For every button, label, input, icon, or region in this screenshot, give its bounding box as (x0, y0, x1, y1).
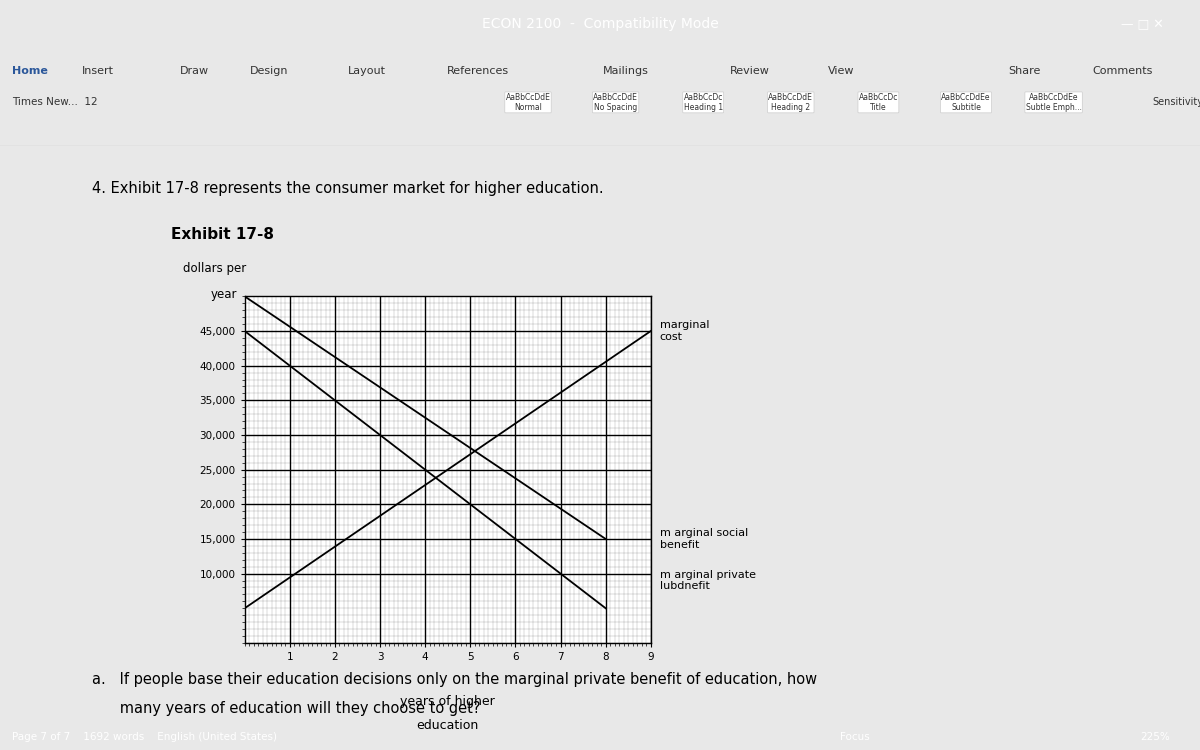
Text: Home: Home (12, 66, 48, 76)
Text: AaBbCcDdEe
Subtle Emph...: AaBbCcDdEe Subtle Emph... (1026, 93, 1081, 112)
Text: AaBbCcDdE
No Spacing: AaBbCcDdE No Spacing (593, 93, 638, 112)
Text: View: View (828, 66, 854, 76)
Text: AaBbCcDdE
Heading 2: AaBbCcDdE Heading 2 (768, 93, 814, 112)
Text: AaBbCcDc
Title: AaBbCcDc Title (859, 93, 898, 112)
Text: AaBbCcDdE
Normal: AaBbCcDdE Normal (505, 93, 551, 112)
Text: Insert: Insert (82, 66, 114, 76)
Text: Comments: Comments (1092, 66, 1152, 76)
Text: dollars per: dollars per (182, 262, 246, 274)
Text: Design: Design (250, 66, 288, 76)
Text: years of higher: years of higher (401, 694, 496, 708)
Text: 4. Exhibit 17-8 represents the consumer market for higher education.: 4. Exhibit 17-8 represents the consumer … (92, 181, 604, 196)
Text: ECON 2100  -  Compatibility Mode: ECON 2100 - Compatibility Mode (481, 17, 719, 32)
Text: Review: Review (730, 66, 769, 76)
Text: marginal
cost: marginal cost (660, 320, 709, 342)
Text: Sensitivity: Sensitivity (1152, 98, 1200, 107)
Text: Mailings: Mailings (602, 66, 648, 76)
Text: AaBbCcDdEe
Subtitle: AaBbCcDdEe Subtitle (941, 93, 991, 112)
Text: References: References (446, 66, 509, 76)
Text: a.   If people base their education decisions only on the marginal private benef: a. If people base their education decisi… (92, 672, 817, 687)
Text: Share: Share (1008, 66, 1040, 76)
Text: Draw: Draw (180, 66, 209, 76)
Text: — □ ✕: — □ ✕ (1121, 18, 1164, 31)
Text: Layout: Layout (348, 66, 386, 76)
Text: AaBbCcDc
Heading 1: AaBbCcDc Heading 1 (684, 93, 722, 112)
Text: Focus: Focus (840, 732, 870, 742)
Text: 225%: 225% (1140, 732, 1170, 742)
Text: education: education (416, 719, 479, 732)
Text: Exhibit 17-8: Exhibit 17-8 (172, 227, 275, 242)
Text: Times New...  12: Times New... 12 (12, 98, 97, 107)
Text: m arginal private
lubdnefit: m arginal private lubdnefit (660, 570, 756, 591)
Text: Page 7 of 7    1692 words    English (United States): Page 7 of 7 1692 words English (United S… (12, 732, 277, 742)
Text: year: year (211, 288, 238, 301)
Text: m arginal social
benefit: m arginal social benefit (660, 528, 748, 550)
Text: many years of education will they choose to get?: many years of education will they choose… (92, 700, 481, 715)
